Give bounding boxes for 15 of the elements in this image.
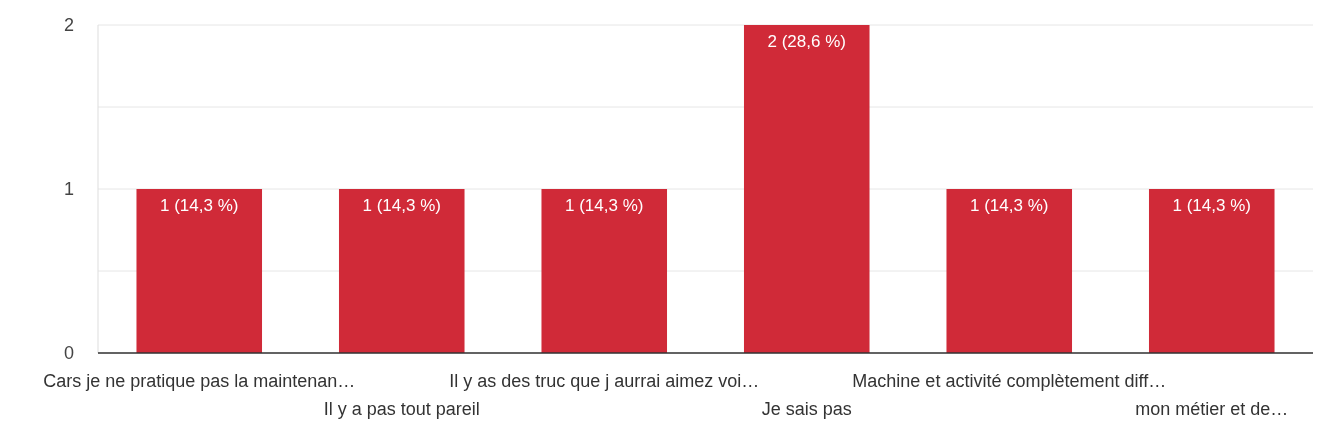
data-label: 1 (14,3 %): [160, 196, 239, 215]
data-label: 2 (28,6 %): [767, 32, 846, 51]
x-tick-label: Il y a pas tout pareil: [323, 399, 480, 419]
data-label: 1 (14,3 %): [565, 196, 644, 215]
data-label: 1 (14,3 %): [1172, 196, 1251, 215]
x-tick-label: Il y as des truc que j aurrai aimez voi…: [449, 371, 760, 391]
y-tick-label: 0: [63, 343, 74, 364]
y-tick-label: 2: [63, 15, 74, 36]
x-tick-label: Je sais pas: [761, 399, 852, 419]
x-tick-label: Machine et activité complètement diff…: [852, 371, 1167, 391]
x-tick-label: Cars je ne pratique pas la maintenan…: [43, 371, 356, 391]
x-tick-label: mon métier et de…: [1135, 399, 1289, 419]
data-label: 1 (14,3 %): [362, 196, 441, 215]
data-label: 1 (14,3 %): [970, 196, 1049, 215]
y-tick-label: 1: [63, 179, 74, 200]
